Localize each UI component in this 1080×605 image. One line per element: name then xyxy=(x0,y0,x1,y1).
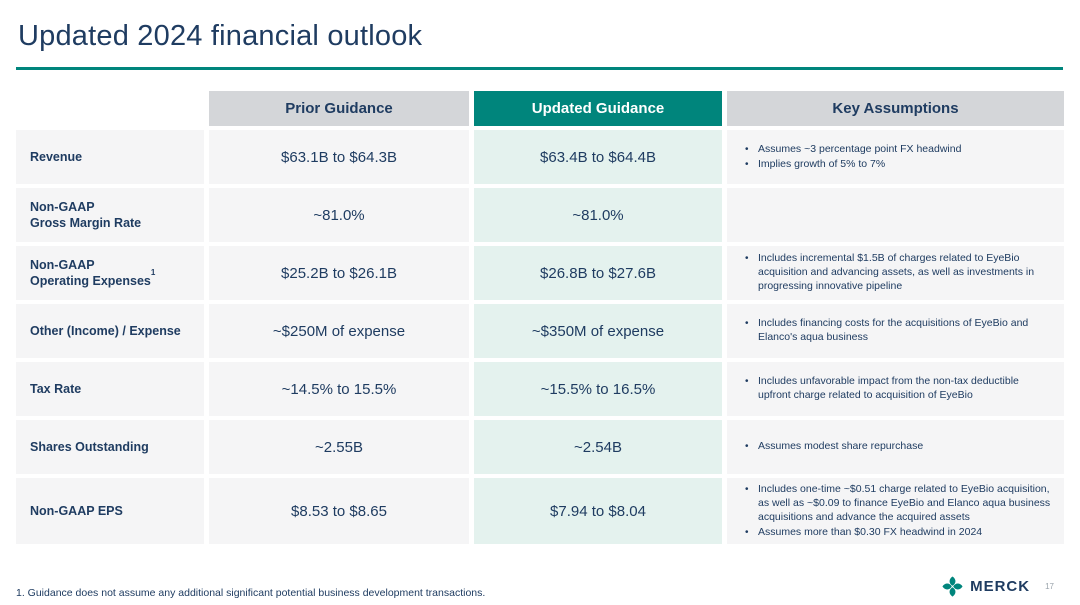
prior-guidance-cell: ~2.55B xyxy=(209,420,469,474)
updated-guidance-cell: ~15.5% to 16.5% xyxy=(474,362,722,416)
assumptions-list: Includes one-time ~$0.51 charge related … xyxy=(733,482,1058,540)
row-label-text: Shares Outstanding xyxy=(30,439,149,454)
row-label: Non-GAAP EPS xyxy=(16,478,204,545)
updated-guidance-cell: $63.4B to $64.4B xyxy=(474,130,722,184)
prior-guidance-cell: $63.1B to $64.3B xyxy=(209,130,469,184)
updated-guidance-cell: ~$350M of expense xyxy=(474,304,722,358)
row-label-text: Other (Income) / Expense xyxy=(30,323,181,338)
table-row: Non-GAAP EPS $8.53 to $8.65 $7.94 to $8.… xyxy=(16,478,1064,545)
row-label: Non-GAAP Gross Margin Rate xyxy=(16,188,204,242)
key-assumptions-cell: Assumes modest share repurchase xyxy=(727,420,1064,474)
row-label: Shares Outstanding xyxy=(16,420,204,474)
assumption-item: Assumes more than $0.30 FX headwind in 2… xyxy=(745,526,1054,540)
page-number: 17 xyxy=(1045,582,1054,591)
title-divider xyxy=(16,67,1063,70)
key-assumptions-header: Key Assumptions xyxy=(727,91,1064,126)
table-row: Non-GAAP Gross Margin Rate ~81.0% ~81.0% xyxy=(16,188,1064,242)
row-label-text: Tax Rate xyxy=(30,381,82,396)
row-label-text: Non-GAAP Operating Expenses xyxy=(30,257,151,288)
table-body: Revenue $63.1B to $64.3B $63.4B to $64.4… xyxy=(16,130,1064,545)
assumptions-list: Includes unfavorable impact from the non… xyxy=(733,374,1058,404)
table-row: Other (Income) / Expense ~$250M of expen… xyxy=(16,304,1064,358)
updated-guidance-header: Updated Guidance xyxy=(474,91,722,126)
assumption-item: Assumes modest share repurchase xyxy=(745,440,1054,454)
assumptions-list: Includes financing costs for the acquisi… xyxy=(733,316,1058,346)
table-row: Shares Outstanding ~2.55B ~2.54B Assumes… xyxy=(16,420,1064,474)
footnote: 1. Guidance does not assume any addition… xyxy=(16,587,486,599)
assumption-item: Implies growth of 5% to 7% xyxy=(745,158,1054,172)
financial-outlook-table: Prior Guidance Updated Guidance Key Assu… xyxy=(16,91,1064,545)
assumption-item: Includes one-time ~$0.51 charge related … xyxy=(745,483,1054,525)
row-label-text: Non-GAAP Gross Margin Rate xyxy=(30,199,142,230)
prior-guidance-cell: ~81.0% xyxy=(209,188,469,242)
updated-guidance-cell: ~2.54B xyxy=(474,420,722,474)
key-assumptions-cell: Includes incremental $1.5B of charges re… xyxy=(727,246,1064,300)
assumptions-list: Assumes ~3 percentage point FX headwindI… xyxy=(733,142,1058,173)
updated-guidance-cell: $7.94 to $8.04 xyxy=(474,478,722,545)
assumption-item: Assumes ~3 percentage point FX headwind xyxy=(745,143,1054,157)
prior-guidance-cell: ~$250M of expense xyxy=(209,304,469,358)
table-row: Revenue $63.1B to $64.3B $63.4B to $64.4… xyxy=(16,130,1064,184)
row-label-text: Non-GAAP EPS xyxy=(30,504,123,519)
prior-guidance-header: Prior Guidance xyxy=(209,91,469,126)
updated-guidance-cell: ~81.0% xyxy=(474,188,722,242)
updated-guidance-cell: $26.8B to $27.6B xyxy=(474,246,722,300)
assumption-item: Includes financing costs for the acquisi… xyxy=(745,317,1054,345)
assumptions-list: Assumes modest share repurchase xyxy=(733,439,1058,455)
header-spacer-cell xyxy=(16,91,204,126)
prior-guidance-cell: ~14.5% to 15.5% xyxy=(209,362,469,416)
key-assumptions-cell: Includes one-time ~$0.51 charge related … xyxy=(727,478,1064,545)
brand-name: MERCK xyxy=(970,578,1031,595)
table-row: Tax Rate ~14.5% to 15.5% ~15.5% to 16.5%… xyxy=(16,362,1064,416)
key-assumptions-cell: Includes unfavorable impact from the non… xyxy=(727,362,1064,416)
key-assumptions-cell: Includes financing costs for the acquisi… xyxy=(727,304,1064,358)
row-label: Revenue xyxy=(16,130,204,184)
row-label: Non-GAAP Operating Expenses 1 xyxy=(16,246,204,300)
table-header-row: Prior Guidance Updated Guidance Key Assu… xyxy=(16,91,1064,126)
slide: Updated 2024 financial outlook Prior Gui… xyxy=(0,20,1080,605)
assumption-item: Includes unfavorable impact from the non… xyxy=(745,375,1054,403)
prior-guidance-cell: $8.53 to $8.65 xyxy=(209,478,469,545)
row-label-text: Revenue xyxy=(30,149,83,164)
prior-guidance-cell: $25.2B to $26.1B xyxy=(209,246,469,300)
page-title: Updated 2024 financial outlook xyxy=(18,20,423,52)
merck-logo-icon xyxy=(942,576,963,597)
assumptions-list: Includes incremental $1.5B of charges re… xyxy=(733,251,1058,295)
assumption-item: Includes incremental $1.5B of charges re… xyxy=(745,252,1054,294)
table-row: Non-GAAP Operating Expenses 1 $25.2B to $… xyxy=(16,246,1064,300)
row-label: Other (Income) / Expense xyxy=(16,304,204,358)
row-label: Tax Rate xyxy=(16,362,204,416)
key-assumptions-cell xyxy=(727,188,1064,242)
footer-brand: MERCK 17 xyxy=(942,576,1054,597)
key-assumptions-cell: Assumes ~3 percentage point FX headwindI… xyxy=(727,130,1064,184)
